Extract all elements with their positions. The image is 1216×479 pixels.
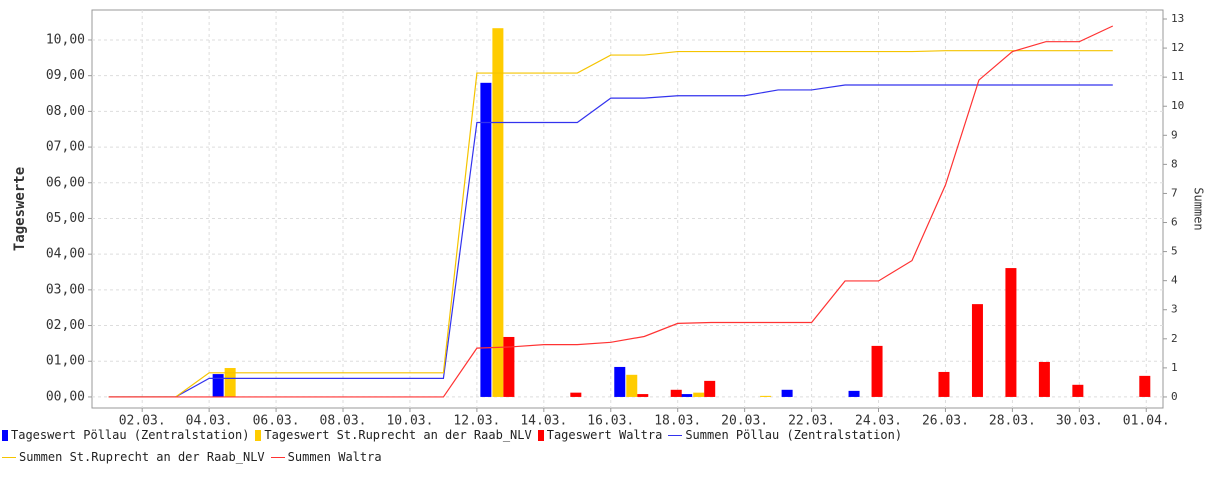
y-tick-label: 08,00 [46, 104, 85, 119]
legend-item: Tageswert Waltra [537, 428, 663, 442]
bar [704, 380, 716, 397]
y-tick-label: 06,00 [46, 175, 85, 190]
x-tick-label: 20.03. [721, 414, 768, 426]
y-tick-label: 09,00 [46, 68, 85, 83]
y2-tick-label: 5 [1171, 245, 1178, 258]
x-tick-label: 22.03. [788, 414, 835, 426]
bar [1072, 384, 1084, 397]
legend-swatch [2, 456, 16, 458]
x-tick-label: 10.03. [386, 414, 433, 426]
y-tick-label: 02,00 [46, 318, 85, 333]
bar [637, 394, 649, 397]
bar [480, 82, 492, 397]
bar [971, 304, 983, 397]
y2-tick-label: 9 [1171, 128, 1178, 141]
x-tick-label: 16.03. [587, 414, 634, 426]
bar [781, 389, 793, 397]
y-tick-label: 00,00 [46, 389, 85, 404]
y2-tick-label: 3 [1171, 303, 1178, 316]
y-tick-label: 10,00 [46, 32, 85, 47]
legend-swatch [537, 429, 544, 441]
line-series [108, 50, 1113, 398]
y-axis-label: Tageswerte [12, 167, 28, 251]
bar [614, 366, 626, 397]
y-tick-label: 07,00 [46, 140, 85, 155]
legend-swatch [270, 456, 285, 458]
x-tick-label: 14.03. [520, 414, 567, 426]
legend-item: Tageswert St.Ruprecht an der Raab_NLV [255, 428, 532, 442]
bar [1038, 361, 1050, 397]
legend-swatch [2, 429, 8, 441]
bar [760, 395, 772, 397]
x-tick-label: 12.03. [453, 414, 500, 426]
legend-label: Tageswert Waltra [546, 428, 663, 442]
legend-item: Tageswert Pöllau (Zentralstation) [2, 428, 249, 442]
x-tick-label: 01.04. [1123, 414, 1170, 426]
y2-tick-label: 13 [1171, 12, 1184, 25]
legend-label: Summen St.Ruprecht an der Raab_NLV [19, 450, 265, 464]
y-tick-label: 03,00 [46, 282, 85, 297]
y-tick-label: 05,00 [46, 211, 85, 226]
y2-axis-label: Summen [1192, 187, 1206, 230]
legend-swatch [668, 434, 683, 436]
x-tick-label: 24.03. [855, 414, 902, 426]
bar [1005, 268, 1017, 397]
y-tick-label: 04,00 [46, 247, 85, 262]
y2-tick-label: 2 [1171, 332, 1178, 345]
y2-tick-label: 0 [1171, 390, 1178, 403]
bar [938, 371, 950, 397]
y2-tick-label: 6 [1171, 216, 1178, 229]
y2-tick-label: 12 [1171, 41, 1184, 54]
legend-label: Summen Waltra [287, 450, 382, 464]
y2-tick-label: 8 [1171, 157, 1178, 170]
legend-item: Summen Waltra [270, 450, 382, 464]
y2-tick-label: 7 [1171, 186, 1178, 199]
line-series [108, 84, 1113, 398]
bar [670, 389, 682, 397]
bar [693, 392, 705, 397]
y2-tick-label: 11 [1171, 70, 1184, 83]
legend-item: Summen Pöllau (Zentralstation) [668, 428, 902, 442]
x-tick-label: 04.03. [186, 414, 233, 426]
bar [212, 374, 224, 397]
bar [848, 390, 860, 397]
x-tick-label: 02.03. [119, 414, 166, 426]
line-series [108, 25, 1114, 398]
legend-item: Summen St.Ruprecht an der Raab_NLV [2, 450, 265, 464]
legend-label: Tageswert St.Ruprecht an der Raab_NLV [264, 428, 532, 442]
bar [570, 392, 582, 397]
x-tick-label: 26.03. [922, 414, 969, 426]
bar [871, 345, 883, 397]
bar [626, 374, 638, 397]
legend-swatch [255, 429, 262, 441]
bar [492, 28, 504, 397]
bar [681, 394, 693, 397]
legend: Tageswert Pöllau (Zentralstation) Tageswe… [2, 428, 1077, 464]
x-tick-label: 30.03. [1056, 414, 1103, 426]
bar [1139, 375, 1151, 397]
legend-label: Tageswert Pöllau (Zentralstation) [11, 428, 250, 442]
x-tick-label: 08.03. [320, 414, 367, 426]
y2-tick-label: 4 [1171, 274, 1178, 287]
plot-area [91, 9, 1164, 409]
y2-tick-label: 1 [1171, 361, 1178, 374]
y2-tick-label: 10 [1171, 99, 1184, 112]
bar [224, 368, 236, 397]
x-tick-label: 06.03. [253, 414, 300, 426]
x-tick-label: 18.03. [654, 414, 701, 426]
legend-label: Summen Pöllau (Zentralstation) [685, 428, 903, 442]
y-tick-label: 01,00 [46, 354, 85, 369]
bar [503, 336, 515, 397]
chart: Tageswerte Summen 00,0001,0002,0003,0004… [12, 9, 1206, 429]
x-tick-label: 28.03. [989, 414, 1036, 426]
